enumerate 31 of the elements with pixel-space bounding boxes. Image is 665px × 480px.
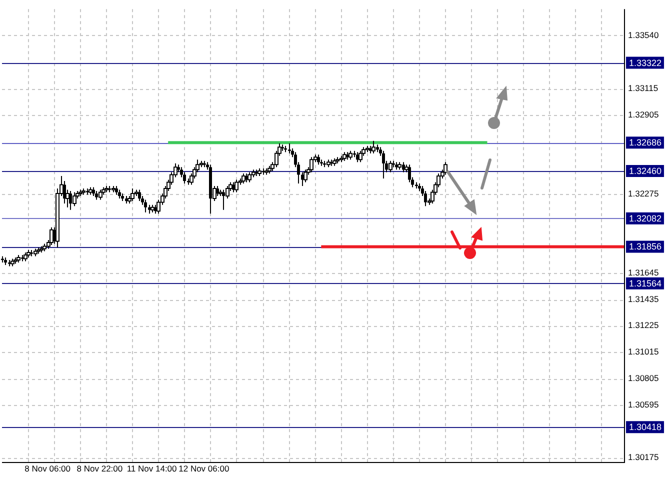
x-tick-label: 12 Nov 06:00 <box>178 463 230 474</box>
ref-line-label: 1.31564 <box>629 278 662 288</box>
candlestick <box>408 164 411 183</box>
ref-line-label: 1.32460 <box>629 166 662 176</box>
candlestick <box>288 142 291 154</box>
y-tick-label: 1.33115 <box>628 83 658 94</box>
ref-line-label: 1.32082 <box>629 213 662 224</box>
candlestick <box>317 154 320 166</box>
ref-line-label: 1.31856 <box>629 242 662 252</box>
y-tick-label: 1.31015 <box>628 346 659 357</box>
candlestick <box>63 180 66 204</box>
y-tick-label: 1.30595 <box>628 399 659 410</box>
y-tick-label: 1.32905 <box>628 109 659 120</box>
x-tick-label: 11 Nov 14:00 <box>126 463 178 474</box>
x-tick-label: 8 Nov 06:00 <box>24 463 71 474</box>
y-tick-label: 1.33540 <box>628 30 659 40</box>
candlestick <box>144 199 147 213</box>
y-tick-label: 1.31645 <box>628 268 659 278</box>
candlestick <box>216 185 219 197</box>
ref-line-label: 1.32686 <box>629 138 662 148</box>
y-tick-label: 1.30175 <box>628 452 659 462</box>
y-tick-label: 1.31435 <box>628 294 659 304</box>
ref-line-label: 1.30418 <box>629 422 662 432</box>
y-tick-label: 1.31225 <box>628 320 659 330</box>
candlestick <box>232 182 235 193</box>
y-tick-label: 1.30805 <box>628 372 659 383</box>
x-tick-label: 8 Nov 22:00 <box>76 463 123 474</box>
ref-line-label: 1.33322 <box>629 58 662 68</box>
y-tick-label: 1.32275 <box>628 188 659 198</box>
candlestick <box>138 189 141 202</box>
candlestick <box>382 150 385 179</box>
